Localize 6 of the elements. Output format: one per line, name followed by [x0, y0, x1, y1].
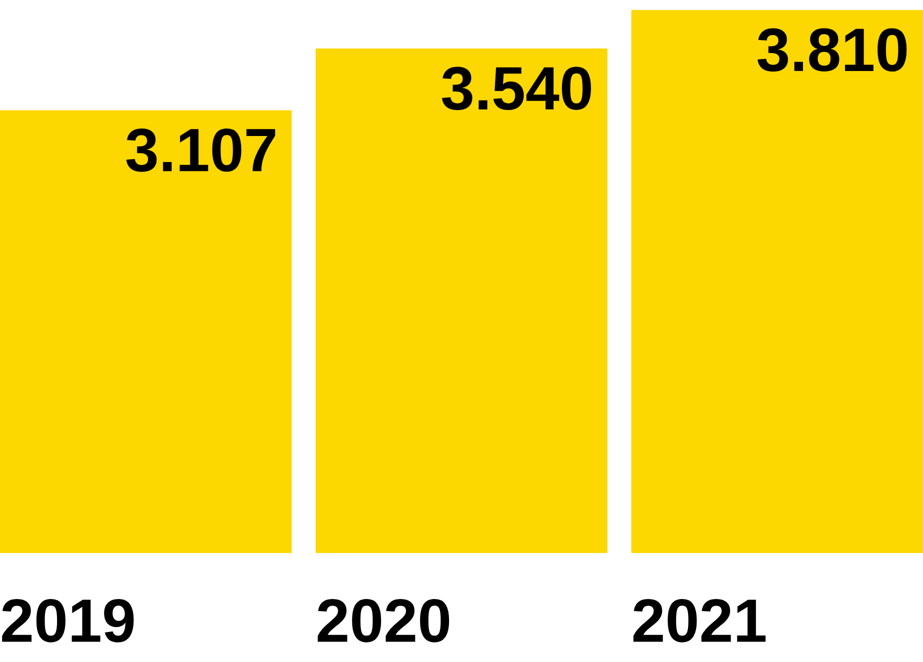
data-label: 3.810 [758, 28, 907, 72]
x-tick-label: 2021 [633, 599, 766, 642]
data-label: 3.540 [442, 66, 591, 110]
x-tick-label: 2019 [2, 599, 134, 642]
x-tick-label: 2020 [318, 599, 450, 642]
data-label: 3.107 [126, 128, 276, 172]
